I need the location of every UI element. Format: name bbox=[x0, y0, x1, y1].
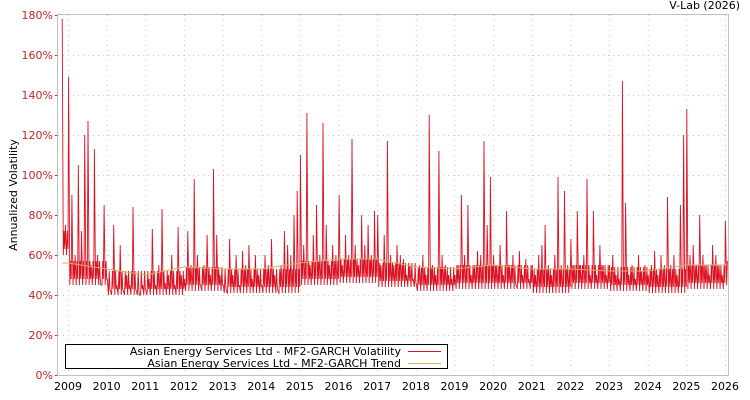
y-tick-label: 40% bbox=[29, 289, 53, 302]
y-tick-label: 0% bbox=[36, 369, 53, 382]
x-tick-label: 2013 bbox=[209, 380, 237, 393]
x-tick-label: 2011 bbox=[131, 380, 159, 393]
x-tick-label: 2025 bbox=[672, 380, 700, 393]
x-tick-label: 2023 bbox=[595, 380, 623, 393]
y-tick-label: 100% bbox=[22, 169, 53, 182]
y-axis: 0% 20% 40% 60% 80% 100% 120% 140% 160% 180% bbox=[22, 9, 58, 382]
y-tick-label: 80% bbox=[29, 209, 53, 222]
x-tick-label: 2020 bbox=[479, 380, 507, 393]
y-axis-label: Annualized Volatility bbox=[7, 139, 20, 251]
x-tick-label: 2010 bbox=[93, 380, 121, 393]
chart-title: V-Lab (2026) bbox=[669, 0, 740, 12]
x-tick-label: 2016 bbox=[325, 380, 353, 393]
y-tick-label: 160% bbox=[22, 49, 53, 62]
y-tick-label: 120% bbox=[22, 129, 53, 142]
x-tick-label: 2019 bbox=[441, 380, 469, 393]
x-tick-label: 2024 bbox=[634, 380, 662, 393]
legend-label-trend: Asian Energy Services Ltd - MF2-GARCH Tr… bbox=[147, 357, 401, 370]
series-group bbox=[61, 18, 728, 296]
volatility-line bbox=[61, 18, 728, 296]
y-tick-label: 140% bbox=[22, 89, 53, 102]
legend: Asian Energy Services Ltd - MF2-GARCH Vo… bbox=[65, 344, 448, 370]
x-tick-label: 2018 bbox=[402, 380, 430, 393]
y-tick-label: 20% bbox=[29, 329, 53, 342]
x-tick-label: 2021 bbox=[518, 380, 546, 393]
x-tick-label: 2022 bbox=[556, 380, 584, 393]
x-tick-label: 2015 bbox=[286, 380, 314, 393]
x-tick-label: 2026 bbox=[711, 380, 739, 393]
x-tick-label: 2014 bbox=[247, 380, 275, 393]
grid bbox=[58, 15, 728, 375]
legend-box bbox=[65, 344, 448, 369]
trend-line bbox=[62, 258, 727, 276]
x-axis: 2009 2010 2011 2012 2013 2014 2015 2016 2017 2018… bbox=[54, 380, 739, 393]
plot-frame bbox=[57, 14, 729, 376]
x-tick-label: 2017 bbox=[363, 380, 391, 393]
x-tick-label: 2009 bbox=[54, 380, 82, 393]
x-tick-label: 2012 bbox=[170, 380, 198, 393]
y-tick-label: 180% bbox=[22, 9, 53, 22]
y-tick-label: 60% bbox=[29, 249, 53, 262]
legend-label-volatility: Asian Energy Services Ltd - MF2-GARCH Vo… bbox=[130, 345, 402, 358]
